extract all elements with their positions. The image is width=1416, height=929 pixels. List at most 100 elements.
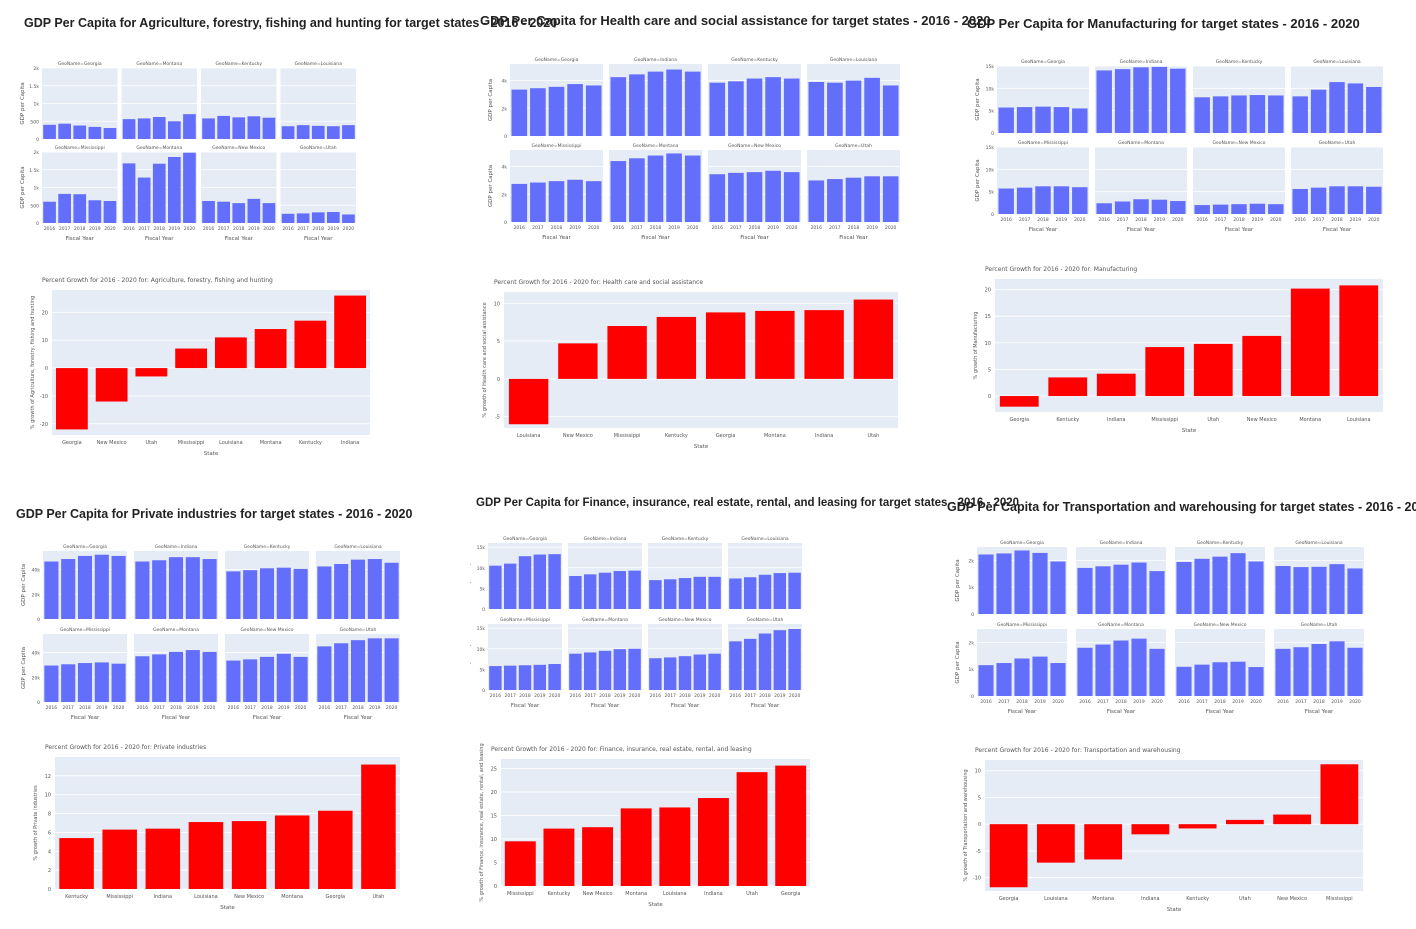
growth-xaxis-title: State: [648, 902, 663, 908]
growth-bar: [558, 343, 598, 379]
facet-bar: [1113, 640, 1129, 696]
growth-xtick-label: Indiana: [1107, 417, 1126, 423]
facet-ytick-label: 2k: [34, 150, 40, 156]
facet-bar: [232, 203, 246, 223]
facet-ytick-label: 0: [504, 134, 507, 140]
facet-bar: [58, 193, 71, 223]
facet-ytick-label: 0: [504, 220, 507, 226]
facet-xtick-label: 2019: [1232, 699, 1244, 705]
facet-xtick-label: 2019: [1154, 217, 1166, 223]
facet-xtick-label: 2016: [137, 705, 149, 711]
facet-bar: [367, 559, 382, 619]
facet-ytick-label: 10k: [477, 566, 486, 572]
facet-ytick-label: 15k: [986, 145, 995, 151]
facet-bar: [1131, 562, 1147, 614]
facet-ytick-label: 1.5k: [29, 84, 39, 90]
facet-2: GeoName=Kentucky: [1175, 540, 1265, 615]
growth-xtick-label: Kentucky: [1186, 896, 1209, 902]
facet-xaxis-title: Fiscal Year: [145, 236, 174, 242]
facet-bar: [1275, 566, 1291, 614]
growth-ytick-label: 6: [48, 830, 51, 836]
facet-bar: [548, 181, 565, 222]
facet-1: GeoName=Indiana: [609, 57, 702, 137]
facet-label: GeoName=Georgia: [1000, 540, 1044, 546]
facet-7: GeoName=Utah 2016 2017 2018 2019 2020 Fiscal Y…: [807, 143, 900, 241]
facet-xtick-label: 2016: [811, 225, 823, 231]
growth-xtick-label: Louisiana: [517, 433, 541, 439]
growth-xtick-label: Montana: [281, 894, 303, 900]
growth-bar: [274, 815, 310, 889]
facet-6: GeoName=New Mexico 2016 2017 2018 2019 2020 Fi…: [201, 145, 277, 242]
facet-bar: [311, 125, 325, 139]
facet-xtick-label: 2019: [668, 225, 680, 231]
facet-xtick-label: 2018: [1037, 217, 1049, 223]
facet-bar: [629, 74, 645, 136]
facet-5: GeoName=Montana 2016 2017 2018 2019 2020 Fisca…: [1095, 140, 1187, 233]
growth-xtick-label: Georgia: [62, 440, 82, 446]
facet-bar: [1149, 648, 1165, 696]
facet-ytick-label: 0: [971, 694, 974, 700]
facet-bar: [183, 152, 196, 223]
facet-xtick-label: 2017: [744, 693, 756, 699]
facet-xtick-label: 2017: [297, 226, 309, 232]
growth-title: Percent Growth for 2016 - 2020 for: Fina…: [491, 746, 752, 753]
facet-yaxis-title: GDP per Capita: [470, 555, 472, 597]
facet-xtick-label: 2016: [1000, 217, 1012, 223]
facet-bar: [1194, 558, 1210, 614]
facet-1: GeoName=Montana: [121, 61, 197, 140]
facet-bar: [1293, 567, 1309, 614]
facet-xtick-label: 2019: [569, 225, 581, 231]
growth-bar: [659, 807, 691, 886]
growth-xtick-label: Kentucky: [548, 891, 571, 897]
facet-label: GeoName=Utah: [300, 145, 337, 151]
facet-bar: [1347, 83, 1364, 133]
growth-xtick-label: Georgia: [781, 891, 801, 897]
facet-bar: [1113, 564, 1129, 614]
facet-bar: [111, 555, 126, 619]
growth-bar: [59, 838, 94, 889]
growth-xtick-label: Montana: [764, 433, 786, 439]
growth-bar: [1339, 285, 1379, 397]
facet-xtick-label: 2019: [169, 226, 181, 232]
facet-xtick-label: 2017: [584, 693, 596, 699]
chart-svg: 0 20k 40k GeoName=Georgia GDP per Capita GeoN…: [21, 544, 400, 911]
growth-title: Percent Growth for 2016 - 2020 for: Agri…: [42, 277, 273, 284]
facet-yaxis-title: GDP per Capita: [975, 159, 981, 201]
facet-bar: [773, 573, 787, 609]
facet-bar: [384, 562, 399, 619]
facet-xtick-label: 2019: [1350, 217, 1362, 223]
facet-label: GeoName=Kentucky: [731, 57, 778, 63]
growth-xtick-label: New Mexico: [583, 891, 613, 897]
facet-bar: [533, 664, 547, 690]
facet-xtick-label: 2017: [1097, 699, 1109, 705]
facet-bar: [262, 117, 276, 139]
growth-ytick-label: 20: [985, 288, 991, 294]
facet-bar: [583, 574, 597, 609]
facet-xtick-label: 2020: [588, 225, 600, 231]
facet-xtick-label: 2017: [998, 699, 1010, 705]
facet-bar: [882, 85, 899, 136]
growth-xaxis-title: State: [694, 444, 709, 450]
facet-ytick-label: 4k: [502, 165, 508, 171]
facet-bar: [61, 664, 76, 702]
growth-xtick-label: Montana: [1299, 417, 1321, 423]
facet-ytick-label: 1k: [969, 585, 975, 591]
facet-label: GeoName=Louisiana: [334, 544, 382, 550]
facet-xtick-label: 2020: [263, 226, 275, 232]
growth-yaxis-title: % growth of Agriculture, forestry, fishi…: [30, 296, 36, 429]
facet-bar: [1268, 204, 1284, 214]
facet-bar: [743, 577, 757, 609]
growth-ytick-label: 0: [45, 366, 48, 372]
facet-xaxis-title: Fiscal Year: [1305, 709, 1334, 715]
facet-xaxis-title: Fiscal Year: [591, 703, 620, 709]
facet-label: GeoName=Utah: [747, 617, 784, 623]
growth-xtick-label: New Mexico: [1247, 417, 1277, 423]
facet-bar: [709, 82, 726, 136]
growth-bar: [361, 764, 396, 889]
facet-xtick-label: 2020: [204, 705, 216, 711]
facet-xtick-label: 2018: [519, 693, 531, 699]
facet-xtick-label: 2016: [1079, 699, 1091, 705]
facet-bar: [1212, 662, 1228, 696]
